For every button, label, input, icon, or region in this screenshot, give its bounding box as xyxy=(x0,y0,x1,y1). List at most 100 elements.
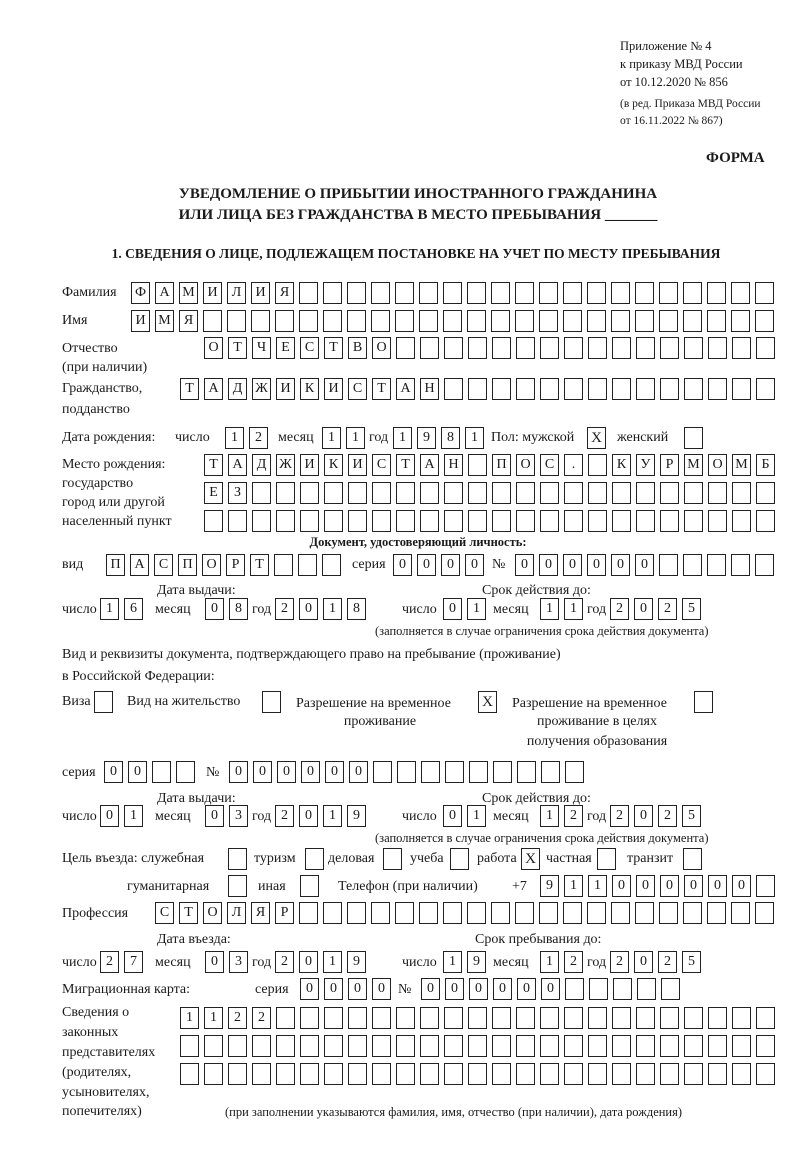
char-cell[interactable]: 0 xyxy=(372,978,391,1000)
char-cell[interactable] xyxy=(636,1063,655,1085)
char-cell[interactable] xyxy=(565,978,584,1000)
char-cell[interactable]: Н xyxy=(420,378,439,400)
char-cell[interactable]: 1 xyxy=(346,427,365,449)
purpose-transit-checkbox[interactable] xyxy=(683,848,702,870)
char-cell[interactable] xyxy=(587,902,606,924)
char-cell[interactable] xyxy=(708,1063,727,1085)
char-cell[interactable] xyxy=(611,282,630,304)
char-cell[interactable]: О xyxy=(708,454,727,476)
char-cell[interactable]: 1 xyxy=(564,875,583,897)
char-cell[interactable]: К xyxy=(612,454,631,476)
char-cell[interactable] xyxy=(660,1007,679,1029)
char-cell[interactable] xyxy=(708,337,727,359)
char-cell[interactable] xyxy=(539,902,558,924)
char-cell[interactable] xyxy=(419,902,438,924)
char-cell[interactable] xyxy=(180,1063,199,1085)
char-cell[interactable] xyxy=(636,510,655,532)
char-cell[interactable] xyxy=(491,282,510,304)
char-cell[interactable] xyxy=(756,378,775,400)
char-cell[interactable]: 0 xyxy=(443,598,462,620)
char-cell[interactable]: А xyxy=(130,554,149,576)
char-cell[interactable]: 1 xyxy=(180,1007,199,1029)
purpose-work-checkbox[interactable]: X xyxy=(521,848,540,870)
char-cell[interactable] xyxy=(587,310,606,332)
char-cell[interactable]: Б xyxy=(756,454,775,476)
char-cell[interactable] xyxy=(324,510,343,532)
char-cell[interactable] xyxy=(612,482,631,504)
char-cell[interactable]: 2 xyxy=(275,598,294,620)
char-cell[interactable] xyxy=(684,510,703,532)
char-cell[interactable]: И xyxy=(276,378,295,400)
char-cell[interactable] xyxy=(637,978,656,1000)
sex-female-checkbox[interactable] xyxy=(684,427,703,449)
char-cell[interactable]: 0 xyxy=(417,554,436,576)
char-cell[interactable] xyxy=(228,1063,247,1085)
char-cell[interactable] xyxy=(468,1035,487,1057)
char-cell[interactable] xyxy=(444,1035,463,1057)
char-cell[interactable]: 0 xyxy=(660,875,679,897)
char-cell[interactable]: 0 xyxy=(539,554,558,576)
char-cell[interactable] xyxy=(755,902,774,924)
char-cell[interactable]: 0 xyxy=(229,761,248,783)
char-cell[interactable] xyxy=(660,482,679,504)
char-cell[interactable]: С xyxy=(155,902,174,924)
char-cell[interactable] xyxy=(731,554,750,576)
char-cell[interactable] xyxy=(587,282,606,304)
char-cell[interactable]: Ж xyxy=(276,454,295,476)
char-cell[interactable]: О xyxy=(203,902,222,924)
char-cell[interactable] xyxy=(492,1035,511,1057)
char-cell[interactable] xyxy=(372,482,391,504)
char-cell[interactable] xyxy=(660,378,679,400)
char-cell[interactable] xyxy=(420,1035,439,1057)
char-cell[interactable] xyxy=(708,510,727,532)
char-cell[interactable]: 0 xyxy=(393,554,412,576)
char-cell[interactable]: 1 xyxy=(564,598,583,620)
char-cell[interactable]: 9 xyxy=(467,951,486,973)
char-cell[interactable]: Ф xyxy=(131,282,150,304)
char-cell[interactable] xyxy=(660,1063,679,1085)
char-cell[interactable]: 1 xyxy=(204,1007,223,1029)
char-cell[interactable] xyxy=(635,282,654,304)
char-cell[interactable]: А xyxy=(396,378,415,400)
char-cell[interactable]: 3 xyxy=(229,951,248,973)
char-cell[interactable] xyxy=(467,902,486,924)
char-cell[interactable]: Т xyxy=(204,454,223,476)
char-cell[interactable]: 0 xyxy=(128,761,147,783)
char-cell[interactable] xyxy=(300,1035,319,1057)
char-cell[interactable]: 2 xyxy=(100,951,119,973)
char-cell[interactable] xyxy=(756,510,775,532)
char-cell[interactable] xyxy=(228,510,247,532)
char-cell[interactable] xyxy=(684,1007,703,1029)
char-cell[interactable]: 0 xyxy=(465,554,484,576)
char-cell[interactable] xyxy=(324,1007,343,1029)
char-cell[interactable] xyxy=(252,1035,271,1057)
char-cell[interactable]: 0 xyxy=(300,978,319,1000)
char-cell[interactable] xyxy=(539,282,558,304)
char-cell[interactable]: З xyxy=(228,482,247,504)
char-cell[interactable] xyxy=(468,337,487,359)
char-cell[interactable]: И xyxy=(300,454,319,476)
char-cell[interactable] xyxy=(732,1007,751,1029)
char-cell[interactable] xyxy=(252,510,271,532)
char-cell[interactable] xyxy=(204,510,223,532)
char-cell[interactable] xyxy=(348,482,367,504)
char-cell[interactable]: 1 xyxy=(465,427,484,449)
char-cell[interactable] xyxy=(707,310,726,332)
char-cell[interactable] xyxy=(444,482,463,504)
char-cell[interactable] xyxy=(176,761,195,783)
char-cell[interactable] xyxy=(612,510,631,532)
char-cell[interactable]: 0 xyxy=(325,761,344,783)
char-cell[interactable]: С xyxy=(300,337,319,359)
char-cell[interactable]: 2 xyxy=(228,1007,247,1029)
char-cell[interactable]: Д xyxy=(252,454,271,476)
char-cell[interactable] xyxy=(492,1063,511,1085)
char-cell[interactable] xyxy=(444,510,463,532)
